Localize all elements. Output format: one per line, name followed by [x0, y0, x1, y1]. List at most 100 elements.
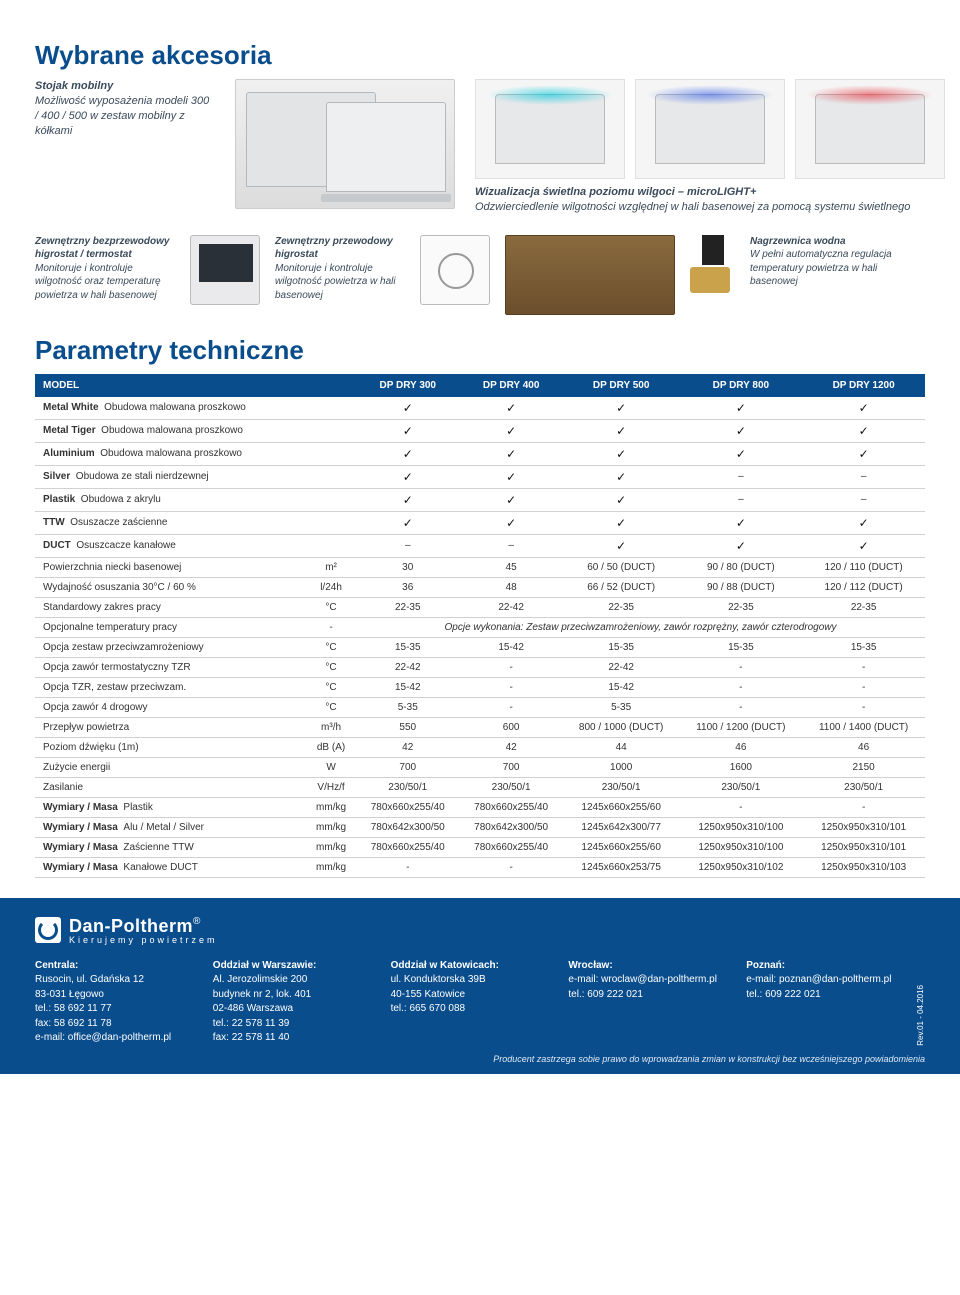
row-value: 230/50/1 — [802, 777, 925, 797]
row-value: 1250x950x310/102 — [679, 857, 802, 877]
wireless-hygro-title: Zewnętrzny bezprzewodowy higrostat / ter… — [35, 235, 175, 262]
row-value: ✓ — [459, 419, 562, 442]
contact-heading: Poznań: — [746, 959, 906, 974]
row-label: Metal Tiger Obudowa malowana proszkowo — [35, 419, 306, 442]
row-value: 780x660x255/40 — [356, 797, 459, 817]
row-label: Standardowy zakres pracy — [35, 597, 306, 617]
footer: Dan-Poltherm® Kierujemy powietrzem Centr… — [0, 898, 960, 1074]
row-unit: l/24h — [306, 577, 356, 597]
row-unit — [306, 397, 356, 420]
row-label: Zasilanie — [35, 777, 306, 797]
table-row: Wymiary / Masa Alu / Metal / Silvermm/kg… — [35, 817, 925, 837]
row-value: 36 — [356, 577, 459, 597]
contact-line: fax: 22 578 11 40 — [213, 1031, 373, 1046]
wired-hygro-title: Zewnętrzny przewodowy higrostat — [275, 235, 405, 262]
wired-hygro-image — [420, 235, 490, 305]
row-unit: mm/kg — [306, 817, 356, 837]
row-value: 22-42 — [459, 597, 562, 617]
contact-line: 40-155 Katowice — [391, 988, 551, 1003]
row-value: ✓ — [356, 465, 459, 488]
row-value: 15-35 — [356, 637, 459, 657]
row-value: 1000 — [563, 757, 680, 777]
row-unit: °C — [306, 597, 356, 617]
row-value: 230/50/1 — [356, 777, 459, 797]
table-row: Opcja zawór 4 drogowy°C5-35-5-35-- — [35, 697, 925, 717]
row-label: Wymiary / Masa Zaścienne TTW — [35, 837, 306, 857]
row-label: Opcja zawór termostatyczny TZR — [35, 657, 306, 677]
row-value: 1100 / 1400 (DUCT) — [802, 717, 925, 737]
row-value: 780x642x300/50 — [459, 817, 562, 837]
table-row: ZasilanieV/Hz/f230/50/1230/50/1230/50/12… — [35, 777, 925, 797]
row-value: 780x660x255/40 — [459, 797, 562, 817]
contact-row: Centrala:Rusocin, ul. Gdańska 1283-031 Ł… — [35, 959, 906, 1046]
revision-text: Rev.01 - 04.2016 — [916, 985, 925, 1046]
row-value: – — [679, 488, 802, 511]
row-value: ✓ — [679, 442, 802, 465]
row-value: 1250x950x310/100 — [679, 817, 802, 837]
contact-line: tel.: 609 222 021 — [568, 988, 728, 1003]
row-value: 22-35 — [679, 597, 802, 617]
contact-col: Oddział w Katowicach:ul. Konduktorska 39… — [391, 959, 551, 1046]
row-value: 230/50/1 — [563, 777, 680, 797]
row-value: 1250x950x310/101 — [802, 817, 925, 837]
row-value: – — [802, 465, 925, 488]
microlight-desc: Odzwierciedlenie wilgotności względnej w… — [475, 201, 910, 213]
row-label: Wydajność osuszania 30°C / 60 % — [35, 577, 306, 597]
microlight-block: Wizualizacja świetlna poziomu wilgoci – … — [475, 79, 945, 215]
contact-line: 83-031 Łęgowo — [35, 988, 195, 1003]
wireless-hygro-desc: Monitoruje i kontroluje wilgotność oraz … — [35, 263, 161, 301]
table-row: Opcja zestaw przeciwzamrożeniowy°C15-351… — [35, 637, 925, 657]
row-value: 15-35 — [802, 637, 925, 657]
row-value: ✓ — [802, 397, 925, 420]
row-value: - — [459, 857, 562, 877]
row-value: ✓ — [356, 511, 459, 534]
row-value: 22-42 — [563, 657, 680, 677]
mobile-stand-image — [235, 79, 455, 215]
table-row: Wymiary / Masa Kanałowe DUCTmm/kg--1245x… — [35, 857, 925, 877]
row-value: ✓ — [563, 534, 680, 557]
contact-heading: Oddział w Katowicach: — [391, 959, 551, 974]
col-dp-dry-400: DP DRY 400 — [459, 374, 562, 397]
row-label: Poziom dźwięku (1m) — [35, 737, 306, 757]
row-value: - — [802, 657, 925, 677]
row-label: Opcja zawór 4 drogowy — [35, 697, 306, 717]
contact-line: 02-486 Warszawa — [213, 1002, 373, 1017]
row-value: 700 — [459, 757, 562, 777]
contact-col: Poznań:e-mail: poznan@dan-poltherm.pltel… — [746, 959, 906, 1046]
row-value: 1250x950x310/103 — [802, 857, 925, 877]
row-value: 15-35 — [563, 637, 680, 657]
table-row: Przepływ powietrzam³/h550600800 / 1000 (… — [35, 717, 925, 737]
table-row: Standardowy zakres pracy°C 22-35 22-42 22-3… — [35, 597, 925, 617]
table-row: Opcja zawór termostatyczny TZR°C22-42-22… — [35, 657, 925, 677]
row-value: 1245x642x300/77 — [563, 817, 680, 837]
spec-header-row: MODELDP DRY 300DP DRY 400DP DRY 500DP DR… — [35, 374, 925, 397]
row-unit — [306, 465, 356, 488]
microlight-title: Wizualizacja świetlna poziomu wilgoci – … — [475, 186, 756, 198]
col-dp-dry-1200: DP DRY 1200 — [802, 374, 925, 397]
row-unit: m³/h — [306, 717, 356, 737]
row-unit — [306, 534, 356, 557]
accessories-bottom-row: Zewnętrzny bezprzewodowy higrostat / ter… — [35, 235, 925, 315]
row-value: – — [356, 534, 459, 557]
contact-line: e-mail: wroclaw@dan-poltherm.pl — [568, 973, 728, 988]
col-dp-dry-800: DP DRY 800 — [679, 374, 802, 397]
row-label: Aluminium Obudowa malowana proszkowo — [35, 442, 306, 465]
row-value: 1100 / 1200 (DUCT) — [679, 717, 802, 737]
mobile-stand-title: Stojak mobilny — [35, 79, 215, 94]
row-unit — [306, 488, 356, 511]
row-unit — [306, 419, 356, 442]
table-row: Wymiary / Masa Zaścienne TTWmm/kg780x660… — [35, 837, 925, 857]
table-row: Opcja TZR, zestaw przeciwzam.°C15-42-15-… — [35, 677, 925, 697]
row-label: Opcjonalne temperatury pracy — [35, 617, 306, 637]
row-value: 22-35 — [802, 597, 925, 617]
row-value: ✓ — [563, 465, 680, 488]
row-value: 90 / 80 (DUCT) — [679, 557, 802, 577]
table-row: Powierzchnia niecki basenowejm²304560 / … — [35, 557, 925, 577]
row-value: 48 — [459, 577, 562, 597]
logo-mark-icon — [35, 917, 61, 943]
row-value: 1250x950x310/101 — [802, 837, 925, 857]
row-value: 120 / 112 (DUCT) — [802, 577, 925, 597]
row-value: – — [802, 488, 925, 511]
row-value: 5-35 — [356, 697, 459, 717]
contact-col: Oddział w Warszawie:Al. Jerozolimskie 20… — [213, 959, 373, 1046]
